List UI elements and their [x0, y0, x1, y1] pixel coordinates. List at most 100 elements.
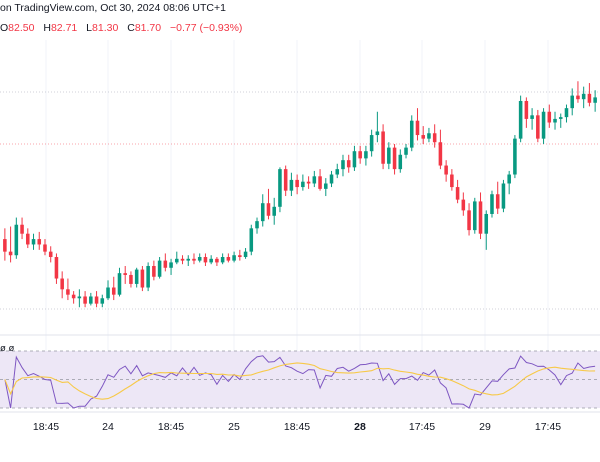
candle [301, 174, 305, 191]
time-tick-label: 18:45 [284, 421, 310, 433]
candle [152, 260, 156, 281]
candle [530, 108, 534, 130]
candle-body [209, 258, 213, 263]
rsi-indicator-label: ø ø [0, 343, 15, 354]
candle [123, 265, 127, 284]
candle [140, 265, 145, 292]
rsi-moving-average [4, 362, 596, 400]
candle [249, 224, 254, 256]
ohlc-high-key: H [43, 22, 51, 34]
candle [169, 258, 173, 275]
candle-body [352, 151, 357, 168]
candle [26, 228, 30, 249]
candle [117, 267, 122, 297]
candle-body [369, 135, 374, 152]
ohlc-low-value: 81.30 [92, 22, 119, 34]
candle-body [226, 257, 231, 261]
candle-body [324, 183, 328, 189]
candle-body [398, 154, 403, 170]
candle [346, 154, 351, 173]
ohlc-open-value: 82.50 [8, 22, 35, 34]
ohlc-close-value: 81.70 [134, 22, 162, 34]
candle-body [432, 133, 437, 143]
rsi-line [4, 355, 596, 409]
candle [134, 267, 139, 288]
ohlc-open-key: O [0, 22, 9, 34]
candle-body [346, 160, 351, 168]
candle-body [260, 203, 265, 222]
candle-body [409, 120, 414, 148]
rsi-pane [0, 350, 600, 409]
candle-body [203, 257, 208, 263]
candle [66, 278, 70, 301]
candle-body [106, 287, 110, 299]
time-tick-label: 25 [228, 421, 240, 433]
candle-body [490, 194, 494, 214]
candle [352, 145, 357, 171]
candle-body [495, 194, 500, 209]
candle [37, 231, 42, 250]
candle-body [427, 133, 431, 139]
candle [31, 233, 36, 250]
candle-body [180, 258, 185, 261]
candle-body [587, 93, 592, 103]
candle-body [484, 213, 489, 234]
candle [3, 228, 7, 261]
chart-grid [0, 40, 600, 410]
candle-body [146, 265, 150, 288]
candle [547, 104, 552, 128]
candle [421, 126, 425, 145]
ohlc-low-key: L [86, 22, 93, 34]
candle [20, 217, 24, 240]
candle-body [60, 278, 64, 290]
candle-body [117, 273, 122, 295]
candle [163, 253, 168, 272]
candle [581, 86, 586, 109]
candle-body [438, 142, 443, 166]
candle [278, 167, 282, 213]
candle-body [197, 257, 202, 261]
candle-body [473, 201, 477, 231]
candle-body [94, 296, 99, 304]
candle [14, 217, 19, 259]
candle [306, 176, 311, 189]
candle-body [576, 95, 580, 100]
time-tick-label: 17:45 [409, 421, 435, 433]
candle-body [461, 199, 466, 211]
candle [409, 115, 414, 152]
candle-body [3, 239, 7, 252]
candle [106, 280, 110, 301]
time-tick-label: 29 [479, 421, 491, 433]
candle-body [111, 287, 116, 295]
candle-body [123, 273, 127, 275]
candle [324, 178, 328, 197]
candle [255, 217, 259, 234]
time-tick-label: 28 [354, 421, 366, 433]
candle [501, 179, 506, 213]
candle-body [8, 251, 13, 256]
candle [318, 169, 322, 191]
candle-body [421, 135, 425, 139]
candle [77, 289, 82, 308]
candle [60, 271, 64, 299]
candle [295, 174, 299, 195]
candle-body [536, 115, 540, 139]
candle-body [478, 201, 483, 234]
candle [558, 113, 563, 128]
candle [175, 251, 179, 265]
ohlc-change-value: −0.77 (−0.93%) [170, 22, 243, 34]
candle-body [581, 93, 586, 100]
candle-body [266, 203, 271, 216]
candle [215, 257, 219, 266]
candle-body [329, 174, 334, 184]
candle-body [381, 131, 385, 164]
candle-body [524, 100, 529, 119]
ohlc-high-value: 82.71 [50, 22, 78, 34]
candle-body [66, 289, 70, 295]
candle [266, 188, 271, 220]
candle [381, 124, 385, 170]
candle [329, 170, 334, 188]
candle-body [243, 251, 248, 258]
candle-body [450, 174, 454, 188]
